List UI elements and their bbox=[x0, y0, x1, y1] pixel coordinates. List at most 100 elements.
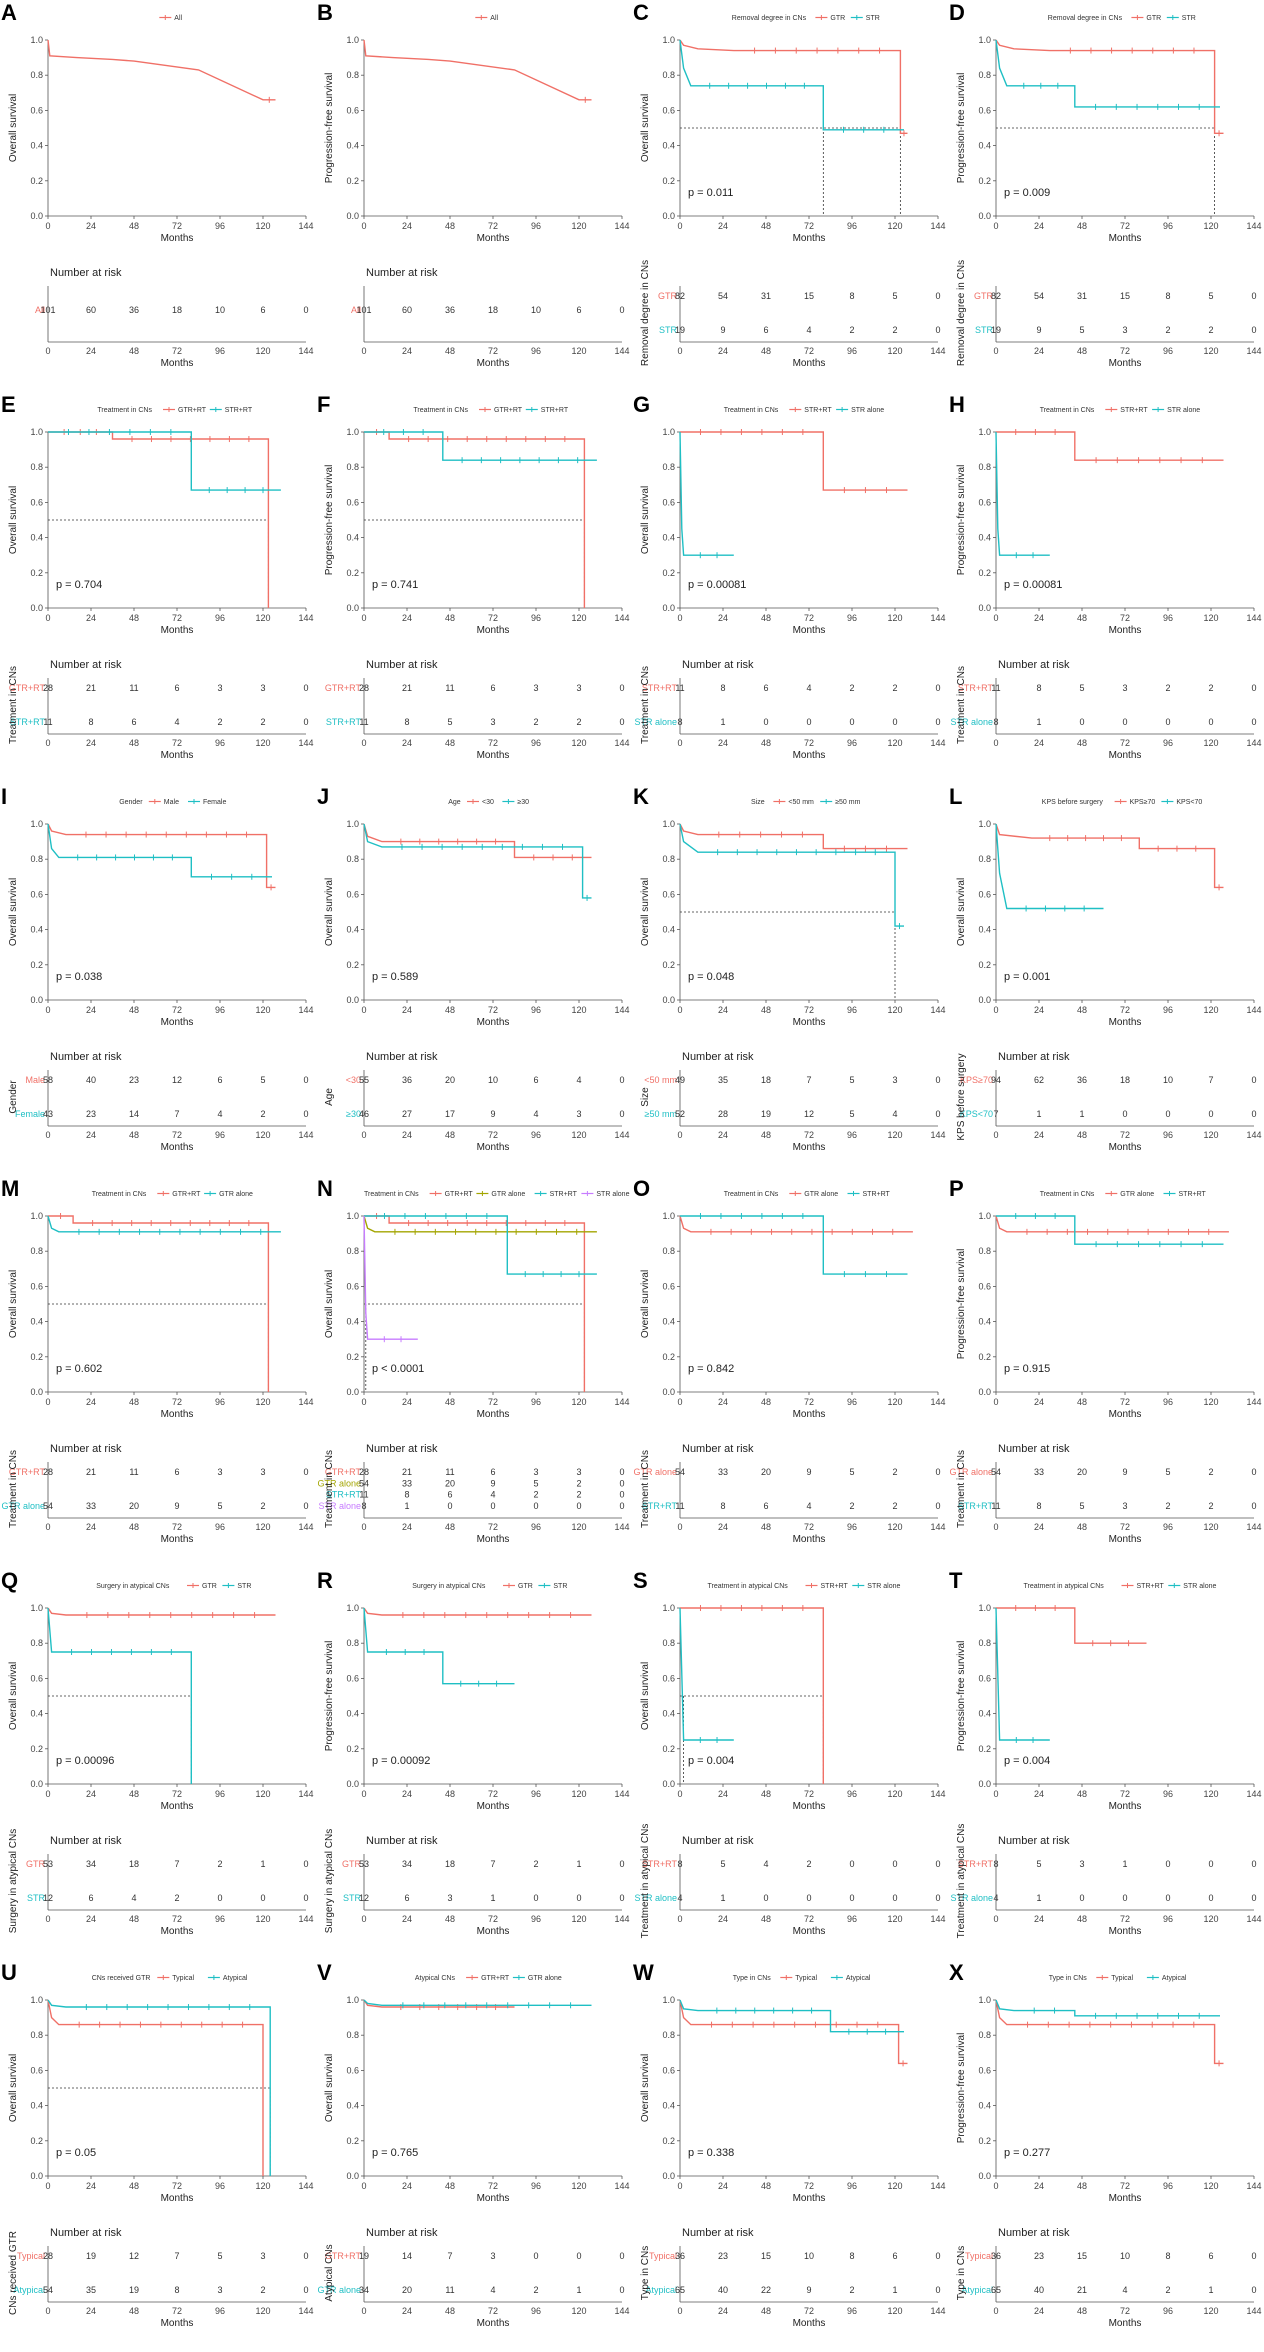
risk-count: 0 bbox=[619, 1893, 624, 1903]
risk-count: 0 bbox=[619, 2251, 624, 2261]
y-tick-label: 0.8 bbox=[978, 854, 991, 864]
risk-count: 0 bbox=[1251, 291, 1256, 301]
risk-count: 0 bbox=[619, 1490, 624, 1500]
risk-count: 4 bbox=[763, 1859, 768, 1869]
risk-count: 1 bbox=[1208, 2285, 1213, 2295]
risk-x-tick-label: 0 bbox=[361, 1522, 366, 1532]
risk-x-axis-title: Months bbox=[793, 1142, 826, 1153]
risk-x-tick-label: 144 bbox=[930, 738, 945, 748]
risk-x-tick-label: 24 bbox=[402, 738, 412, 748]
risk-count: 0 bbox=[1208, 717, 1213, 727]
risk-x-tick-label: 72 bbox=[804, 2306, 814, 2316]
risk-count: 0 bbox=[849, 717, 854, 727]
y-tick-label: 0.2 bbox=[978, 960, 991, 970]
risk-count: 4 bbox=[806, 1501, 811, 1511]
survival-curve bbox=[679, 39, 904, 131]
risk-count: 5 bbox=[1208, 291, 1213, 301]
y-tick-label: 0.2 bbox=[662, 1352, 675, 1362]
y-tick-label: 0.0 bbox=[978, 1387, 991, 1397]
survival-curve bbox=[48, 1215, 270, 1392]
x-tick-label: 72 bbox=[804, 613, 814, 623]
risk-x-tick-label: 120 bbox=[255, 2306, 270, 2316]
x-tick-label: 24 bbox=[718, 1005, 728, 1015]
x-tick-label: 120 bbox=[571, 1789, 586, 1799]
risk-count: 2 bbox=[849, 1501, 854, 1511]
risk-count: 19 bbox=[86, 2251, 96, 2261]
risk-x-tick-label: 48 bbox=[1077, 2306, 1087, 2316]
km-chart-svg: Treatment in CNs GTR alone STR+RT0.00.20.4… bbox=[633, 1191, 946, 1545]
risk-y-axis-title: Removal degree in CNs bbox=[956, 260, 967, 366]
x-tick-label: 48 bbox=[1077, 221, 1087, 231]
legend: Size <50 mm ≥50 mm bbox=[751, 799, 861, 806]
risk-x-axis-title: Months bbox=[1109, 1534, 1142, 1545]
p-value: p = 0.741 bbox=[372, 579, 418, 591]
y-tick-label: 0.4 bbox=[662, 2101, 675, 2111]
risk-count: 0 bbox=[619, 1109, 624, 1119]
km-panel-O: O Treatment in CNs GTR alone STR+RT 0.0 0.2 0.… bbox=[632, 1176, 948, 1568]
y-tick-label: 0.2 bbox=[978, 1352, 991, 1362]
x-tick-label: 48 bbox=[445, 1397, 455, 1407]
x-tick-label: 72 bbox=[1120, 2181, 1130, 2191]
survival-curve bbox=[47, 823, 272, 878]
legend-label: GTR alone bbox=[804, 1191, 838, 1198]
x-tick-label: 72 bbox=[172, 221, 182, 231]
risk-x-tick-label: 96 bbox=[215, 1914, 225, 1924]
y-tick-label: 0.2 bbox=[346, 1744, 359, 1754]
x-tick-label: 72 bbox=[1120, 1397, 1130, 1407]
legend-title: CNs received GTR bbox=[92, 1975, 151, 1982]
survival-curve bbox=[679, 1607, 734, 1741]
risk-row-label: GTR alone bbox=[633, 1467, 677, 1477]
legend: Treatment in CNs GTR+RT STR+RT bbox=[97, 407, 253, 414]
legend-label: KPS≥70 bbox=[1130, 799, 1156, 806]
y-axis-title: Overall survival bbox=[640, 1662, 651, 1730]
legend-label: GTR+RT bbox=[481, 1975, 510, 1982]
panel-letter: N bbox=[317, 1176, 333, 1201]
km-chart-svg: CNs received GTR Typical Atypical0.00.20.4… bbox=[8, 1975, 314, 2329]
x-tick-label: 144 bbox=[614, 221, 629, 231]
survival-curve bbox=[995, 1999, 1224, 2065]
y-tick-label: 0.0 bbox=[978, 995, 991, 1005]
x-tick-label: 24 bbox=[1034, 221, 1044, 231]
risk-count: 0 bbox=[619, 683, 624, 693]
y-tick-label: 0.4 bbox=[662, 1317, 675, 1327]
x-tick-label: 72 bbox=[804, 2181, 814, 2191]
risk-count: 7 bbox=[806, 1075, 811, 1085]
survival-curve bbox=[47, 39, 276, 101]
risk-table-title: Number at risk bbox=[50, 267, 122, 279]
panel-letter: A bbox=[1, 0, 17, 25]
risk-count: 1 bbox=[404, 1501, 409, 1511]
legend: Removal degree in CNs GTR STR bbox=[732, 15, 880, 22]
x-tick-label: 120 bbox=[887, 1005, 902, 1015]
risk-count: 1 bbox=[490, 1893, 495, 1903]
legend: Treatment in CNs GTR+RT GTR alone bbox=[92, 1191, 253, 1198]
risk-count: 8 bbox=[1036, 1501, 1041, 1511]
x-tick-label: 96 bbox=[531, 613, 541, 623]
legend-label: GTR+RT bbox=[445, 1191, 474, 1198]
risk-y-axis-title: Treatment in atypical CNs bbox=[956, 1824, 967, 1939]
risk-count: 5 bbox=[849, 1075, 854, 1085]
survival-curve bbox=[679, 1215, 913, 1233]
risk-row-label: STR bbox=[659, 325, 678, 335]
risk-table-title: Number at risk bbox=[50, 1443, 122, 1455]
survival-curve bbox=[47, 1999, 264, 2176]
risk-count: 0 bbox=[892, 717, 897, 727]
risk-count: 0 bbox=[1165, 1893, 1170, 1903]
risk-x-tick-label: 96 bbox=[531, 346, 541, 356]
km-chart-svg: Treatment in CNs STR+RT STR alone0.00.20.4… bbox=[950, 407, 1262, 761]
risk-count: 60 bbox=[86, 305, 96, 315]
x-tick-label: 0 bbox=[993, 2181, 998, 2191]
risk-x-tick-label: 72 bbox=[488, 346, 498, 356]
x-tick-label: 120 bbox=[1203, 2181, 1218, 2191]
risk-x-tick-label: 72 bbox=[488, 1914, 498, 1924]
x-tick-label: 48 bbox=[761, 221, 771, 231]
x-tick-label: 96 bbox=[847, 1789, 857, 1799]
risk-x-axis-title: Months bbox=[161, 750, 194, 761]
risk-x-tick-label: 72 bbox=[1120, 2306, 1130, 2316]
risk-x-tick-label: 0 bbox=[677, 738, 682, 748]
legend-label: STR+RT bbox=[1137, 1583, 1165, 1590]
x-tick-label: 144 bbox=[1246, 2181, 1261, 2191]
km-panel-N: N Treatment in CNs GTR+RT GTR alone STR+RT ST… bbox=[316, 1176, 632, 1568]
panel-letter: K bbox=[633, 784, 649, 809]
x-tick-label: 48 bbox=[761, 2181, 771, 2191]
y-axis-title: Overall survival bbox=[8, 486, 19, 554]
